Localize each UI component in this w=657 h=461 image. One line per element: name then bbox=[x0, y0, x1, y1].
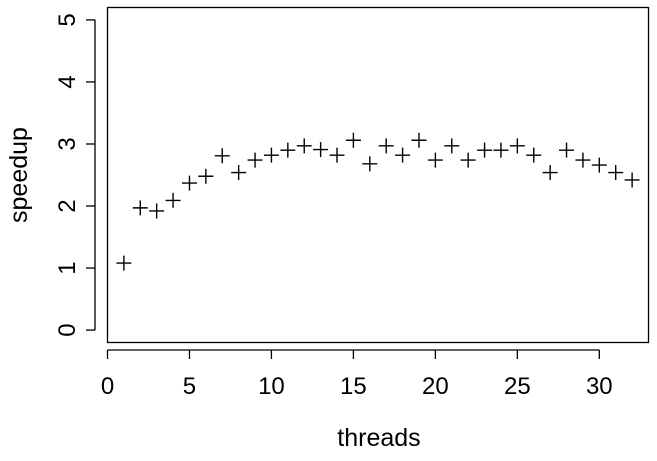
x-tick-label: 30 bbox=[586, 373, 613, 400]
data-point bbox=[444, 138, 460, 154]
data-point bbox=[624, 172, 640, 188]
y-axis-title: speedup bbox=[5, 127, 33, 223]
data-point bbox=[116, 255, 132, 271]
data-point bbox=[591, 157, 607, 173]
data-point bbox=[263, 147, 279, 163]
data-point bbox=[198, 168, 214, 184]
x-tick-label: 5 bbox=[183, 373, 196, 400]
x-tick-label: 25 bbox=[504, 373, 531, 400]
data-point bbox=[165, 192, 181, 208]
data-point bbox=[247, 152, 263, 168]
data-point bbox=[608, 165, 624, 181]
y-tick-label: 3 bbox=[54, 137, 81, 150]
data-point bbox=[345, 132, 361, 148]
data-point bbox=[427, 152, 443, 168]
data-point bbox=[542, 165, 558, 181]
data-point bbox=[559, 142, 575, 158]
data-point bbox=[378, 138, 394, 154]
data-point bbox=[362, 156, 378, 172]
data-point bbox=[526, 147, 542, 163]
data-point bbox=[181, 175, 197, 191]
data-point bbox=[575, 152, 591, 168]
data-point bbox=[411, 132, 427, 148]
data-point bbox=[329, 147, 345, 163]
data-point bbox=[231, 165, 247, 181]
x-tick-label: 20 bbox=[422, 373, 449, 400]
x-tick-label: 0 bbox=[101, 373, 114, 400]
y-tick-label: 4 bbox=[54, 75, 81, 88]
x-tick-label: 10 bbox=[258, 373, 285, 400]
y-tick-label: 1 bbox=[54, 261, 81, 274]
data-point bbox=[509, 138, 525, 154]
x-axis-title: threads bbox=[337, 424, 420, 452]
data-point bbox=[132, 200, 148, 216]
data-point bbox=[214, 148, 230, 164]
data-point bbox=[460, 152, 476, 168]
y-tick-label: 5 bbox=[54, 13, 81, 26]
data-point bbox=[395, 147, 411, 163]
data-point bbox=[313, 142, 329, 158]
data-points bbox=[116, 132, 640, 271]
data-point bbox=[477, 142, 493, 158]
plot-area-frame bbox=[106, 6, 650, 344]
data-point bbox=[280, 142, 296, 158]
data-point bbox=[149, 203, 165, 219]
data-point bbox=[296, 138, 312, 154]
x-tick-label: 15 bbox=[340, 373, 367, 400]
x-axis: 0 5 10 15 20 25 30 bbox=[101, 349, 613, 400]
data-point bbox=[493, 142, 509, 158]
y-tick-label: 0 bbox=[54, 323, 81, 336]
y-tick-label: 2 bbox=[54, 199, 81, 212]
y-axis: 0 1 2 3 4 5 bbox=[54, 13, 96, 337]
